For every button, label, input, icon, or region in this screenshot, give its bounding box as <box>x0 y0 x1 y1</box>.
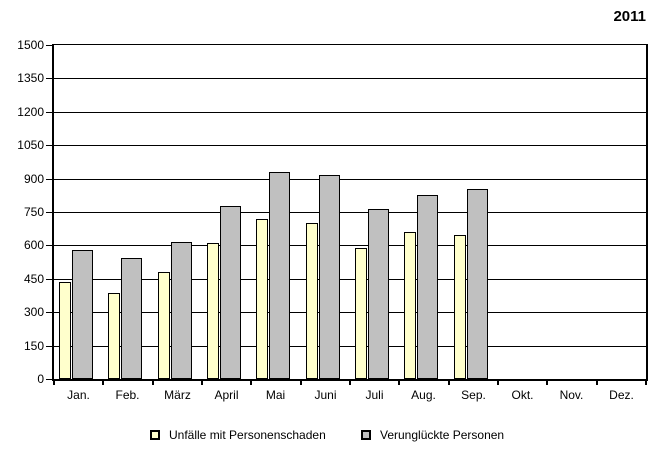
gridline-450 <box>54 279 646 280</box>
bar-series1-month9 <box>454 235 466 379</box>
bar-series1-month6 <box>306 223 318 379</box>
x-axis-tick-2 <box>152 381 154 385</box>
y-axis-label-1050: 1050 <box>17 138 44 152</box>
legend-marker-2 <box>361 430 371 440</box>
x-axis-tick-1 <box>102 381 104 385</box>
bar-series2-month4 <box>220 206 241 379</box>
bar-series2-month1 <box>72 250 93 379</box>
y-axis-tick-1350 <box>46 78 52 79</box>
y-axis-tick-1200 <box>46 112 52 113</box>
x-axis-label-9: Sep. <box>461 388 486 402</box>
bar-series2-month3 <box>171 242 192 379</box>
bar-series2-month6 <box>319 175 340 379</box>
x-axis-label-11: Nov. <box>559 388 584 402</box>
y-axis-label-1500: 1500 <box>17 38 44 52</box>
legend-item-2: Verunglückte Personen <box>361 428 504 442</box>
y-axis-label-900: 900 <box>23 172 44 186</box>
x-axis-label-4: April <box>214 388 239 402</box>
bar-series1-month2 <box>108 293 120 379</box>
bar-series1-month5 <box>256 219 268 379</box>
x-axis-label-6: Juni <box>314 388 337 402</box>
x-axis-label-7: Juli <box>365 388 384 402</box>
y-axis-tick-600 <box>46 245 52 246</box>
x-axis-tick-7 <box>398 381 400 385</box>
y-axis-label-1200: 1200 <box>17 105 44 119</box>
x-axis-tick-10 <box>546 381 548 385</box>
bar-series1-month1 <box>59 282 71 379</box>
y-axis-tick-0 <box>46 379 52 380</box>
bar-series2-month9 <box>467 189 488 379</box>
x-axis-tick-11 <box>596 381 598 385</box>
legend-marker-1 <box>150 430 160 440</box>
y-axis-tick-900 <box>46 179 52 180</box>
gridline-1200 <box>54 112 646 113</box>
y-axis-tick-300 <box>46 312 52 313</box>
bar-series2-month8 <box>417 195 438 379</box>
x-axis-label-2: Feb. <box>115 388 140 402</box>
x-axis-tick-3 <box>201 381 203 385</box>
x-axis-tick-0 <box>53 381 55 385</box>
y-axis-tick-450 <box>46 279 52 280</box>
x-axis-tick-4 <box>250 381 252 385</box>
x-axis-label-5: Mai <box>265 388 286 402</box>
chart-year-title: 2011 <box>613 8 646 25</box>
legend-label-2: Verunglückte Personen <box>380 428 505 442</box>
x-axis-label-12: Dez. <box>609 388 634 402</box>
gridline-150 <box>54 346 646 347</box>
x-axis-tick-5 <box>300 381 302 385</box>
y-axis-tick-1050 <box>46 145 52 146</box>
bar-series1-month3 <box>158 272 170 379</box>
y-axis-label-600: 600 <box>23 238 44 252</box>
x-axis-tick-12 <box>645 381 647 385</box>
y-axis-label-300: 300 <box>23 305 44 319</box>
gridline-1350 <box>54 78 646 79</box>
y-axis-tick-1500 <box>46 45 52 46</box>
gridline-1050 <box>54 145 646 146</box>
y-axis-tick-150 <box>46 346 52 347</box>
bar-series1-month8 <box>404 232 416 379</box>
y-axis-label-150: 150 <box>23 339 44 353</box>
x-axis-label-8: Aug. <box>411 388 436 402</box>
x-axis-label-10: Okt. <box>511 388 534 402</box>
x-axis-tick-9 <box>497 381 499 385</box>
legend-label-1: Unfälle mit Personenschaden <box>169 428 326 442</box>
gridline-600 <box>54 245 646 246</box>
y-axis-tick-750 <box>46 212 52 213</box>
y-axis-label-750: 750 <box>23 205 44 219</box>
gridline-750 <box>54 212 646 213</box>
gridline-300 <box>54 312 646 313</box>
bar-series2-month7 <box>368 209 389 379</box>
gridline-900 <box>54 179 646 180</box>
bar-series1-month7 <box>355 248 367 379</box>
y-axis-label-1350: 1350 <box>17 71 44 85</box>
legend-item-1: Unfälle mit Personenschaden <box>150 428 326 442</box>
y-axis-label-0: 0 <box>37 372 44 386</box>
y-axis-label-450: 450 <box>23 272 44 286</box>
x-axis-label-1: Jan. <box>67 388 90 402</box>
x-axis-tick-6 <box>349 381 351 385</box>
bar-series2-month2 <box>121 258 142 379</box>
bar-series1-month4 <box>207 243 219 379</box>
x-axis-label-3: März <box>164 388 191 402</box>
x-axis-tick-8 <box>448 381 450 385</box>
bar-series2-month5 <box>269 172 290 379</box>
